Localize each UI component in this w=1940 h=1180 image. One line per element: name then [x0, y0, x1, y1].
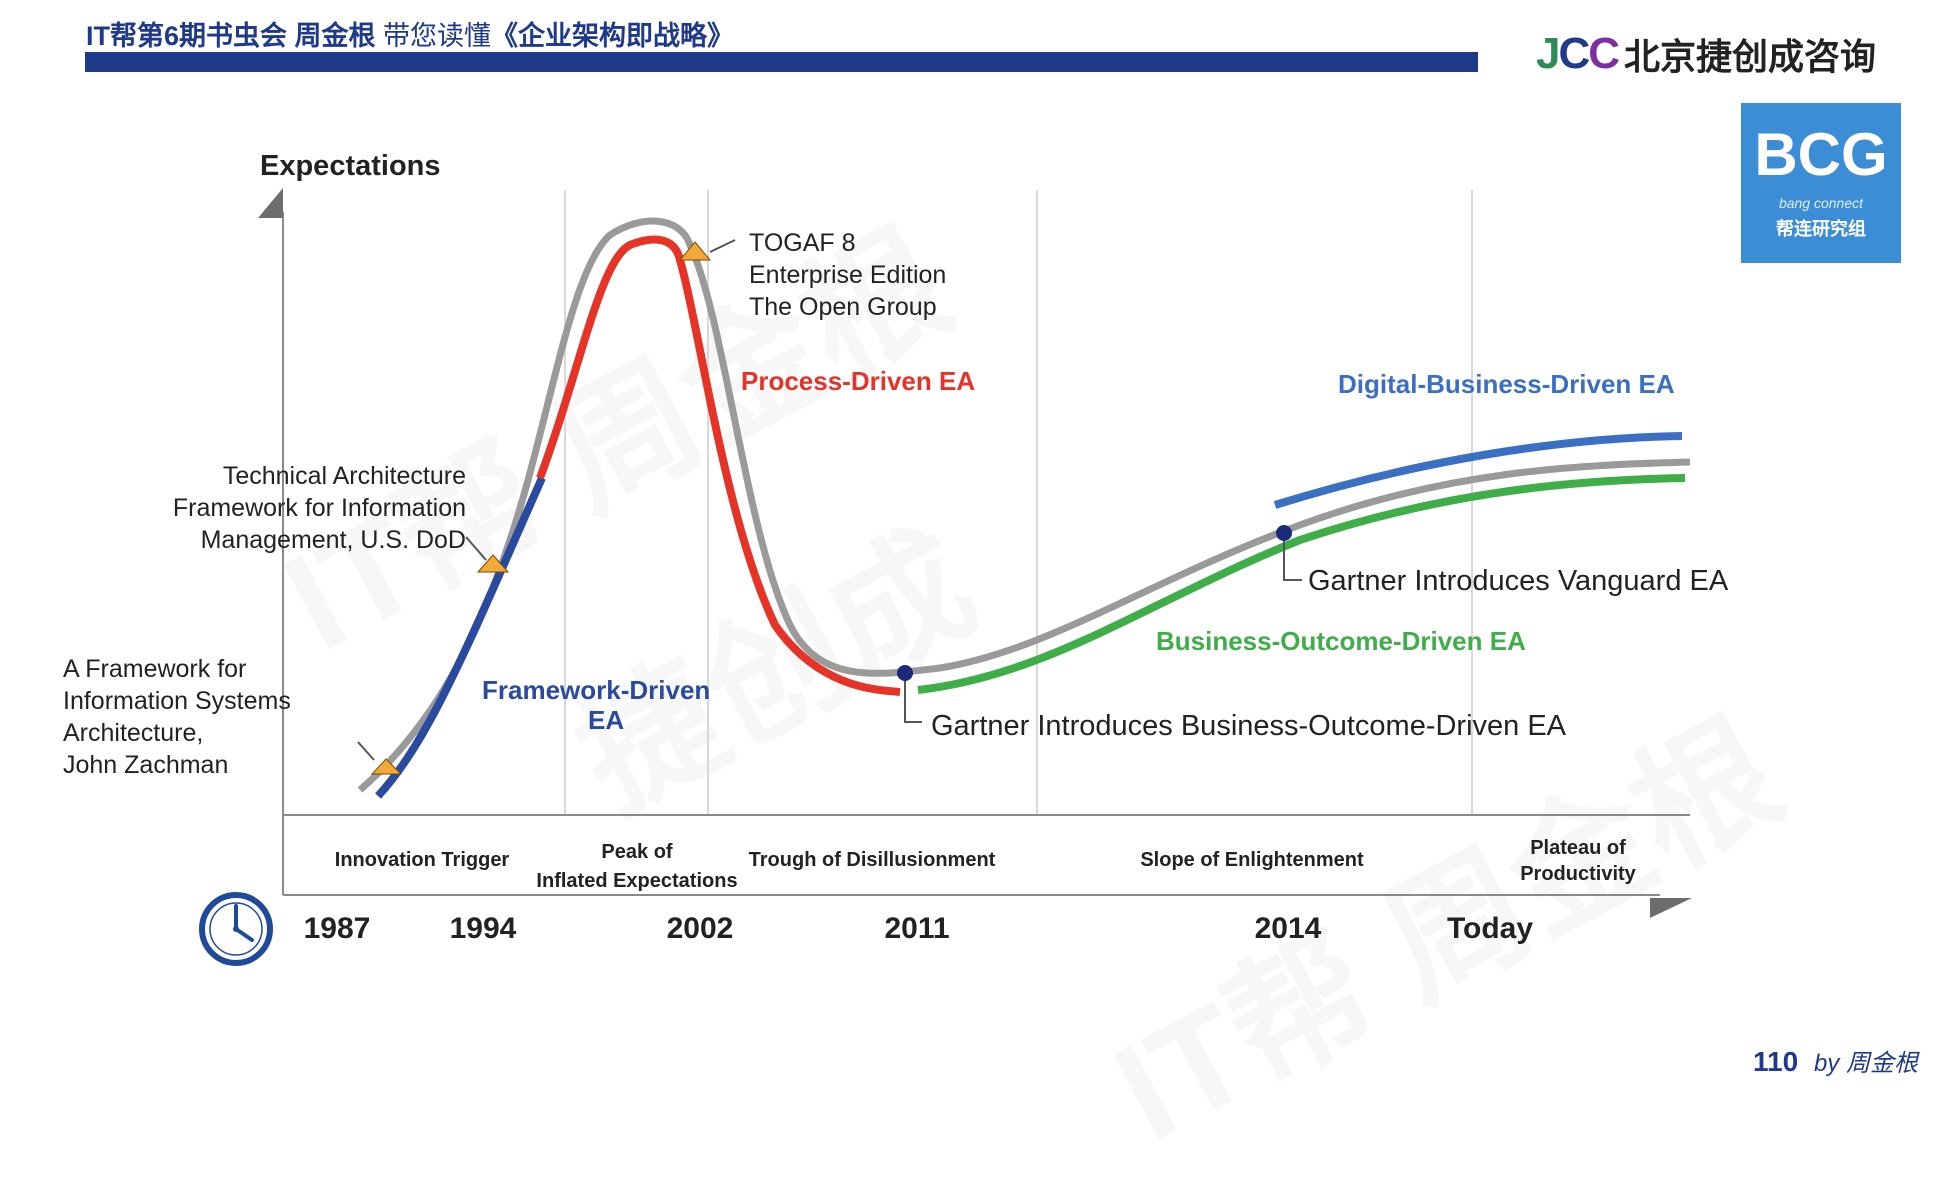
hype-curve — [357, 217, 1691, 793]
process-driven-label: Process-Driven EA — [741, 366, 975, 396]
zachman-annotation: A Framework for — [63, 655, 246, 683]
company-logo: JCC 北京捷创成咨询 — [1536, 28, 1876, 80]
togaf-annotation: The Open Group — [749, 293, 937, 321]
leader-line — [709, 239, 736, 253]
bode-marker-icon — [897, 665, 913, 681]
phase-label-slope: Slope of Enlightenment — [1140, 849, 1364, 871]
company-name: 北京捷创成咨询 — [1624, 36, 1877, 77]
vanguard-marker-icon — [1276, 525, 1292, 541]
business-outcome-driven-curve — [917, 474, 1686, 694]
tafim-annotation: Management, U.S. DoD — [201, 526, 466, 554]
hype-cycle-diagram: Expectations Framework-Driven EA Process… — [63, 150, 1729, 966]
header-title-book: 《企业架构即战略》 — [491, 21, 735, 51]
togaf-marker-icon — [678, 241, 712, 261]
tafim-marker-icon — [476, 554, 510, 573]
year-label: 1994 — [450, 912, 517, 945]
leader-line — [1283, 541, 1302, 581]
year-label: 2014 — [1255, 912, 1322, 945]
bcg-badge-title: BCG — [1754, 121, 1888, 188]
phase-label-plateau: Productivity — [1520, 863, 1636, 885]
page-number: 110 — [1753, 1046, 1799, 1077]
phase-label-peak: Inflated Expectations — [536, 870, 737, 892]
phase-label-trough: Trough of Disillusionment — [749, 849, 996, 871]
tafim-annotation: Technical Architecture — [223, 462, 466, 490]
header-title-light: 带您读懂 — [383, 21, 492, 51]
author-credit: by 周金根 — [1813, 1050, 1918, 1077]
zachman-annotation: Information Systems — [63, 687, 291, 715]
business-outcome-driven-label: Business-Outcome-Driven EA — [1156, 626, 1526, 656]
zachman-marker-icon — [370, 758, 403, 775]
year-label: 2011 — [884, 912, 949, 945]
phase-label-plateau: Plateau of — [1530, 837, 1626, 859]
phase-label-innovation-trigger: Innovation Trigger — [335, 849, 510, 871]
digital-business-driven-label: Digital-Business-Driven EA — [1338, 369, 1675, 399]
year-label: Today — [1447, 912, 1533, 945]
framework-driven-label: EA — [588, 705, 624, 735]
digital-business-driven-curve — [1273, 432, 1683, 509]
header-bar — [85, 52, 1478, 72]
year-label: 1987 — [304, 912, 371, 945]
zachman-annotation: Architecture, — [63, 719, 203, 747]
vanguard-annotation: Gartner Introduces Vanguard EA — [1308, 565, 1729, 597]
leader-line — [357, 741, 375, 761]
zachman-annotation: John Zachman — [63, 751, 228, 779]
togaf-annotation: TOGAF 8 — [749, 229, 856, 257]
bcg-badge: BCG bang connect 帮连研究组 — [1741, 103, 1901, 263]
timeline-arrow — [1650, 898, 1692, 918]
clock-icon — [199, 892, 273, 966]
y-axis-arrow — [258, 188, 283, 218]
framework-driven-label: Framework-Driven — [482, 675, 710, 705]
tafim-annotation: Framework for Information — [173, 494, 466, 522]
bode-annotation: Gartner Introduces Business-Outcome-Driv… — [931, 710, 1567, 742]
leader-line — [904, 681, 922, 723]
y-axis-label: Expectations — [260, 150, 441, 182]
process-driven-curve — [536, 235, 901, 696]
leader-line — [465, 536, 487, 561]
header-title: IT帮第6期书虫会 周金根 带您读懂《企业架构即战略》 — [86, 14, 734, 53]
phase-label-peak: Peak of — [601, 841, 672, 863]
bcg-badge-subtitle: bang connect — [1778, 195, 1864, 211]
jcc-logo-mark: JCC — [1536, 29, 1620, 78]
bcg-badge-cn: 帮连研究组 — [1776, 219, 1866, 239]
footer: 110 by 周金根 — [1753, 1043, 1918, 1078]
year-label: 2002 — [667, 912, 734, 945]
header-title-bold: IT帮第6期书虫会 周金根 — [86, 21, 376, 51]
togaf-annotation: Enterprise Edition — [749, 261, 946, 289]
